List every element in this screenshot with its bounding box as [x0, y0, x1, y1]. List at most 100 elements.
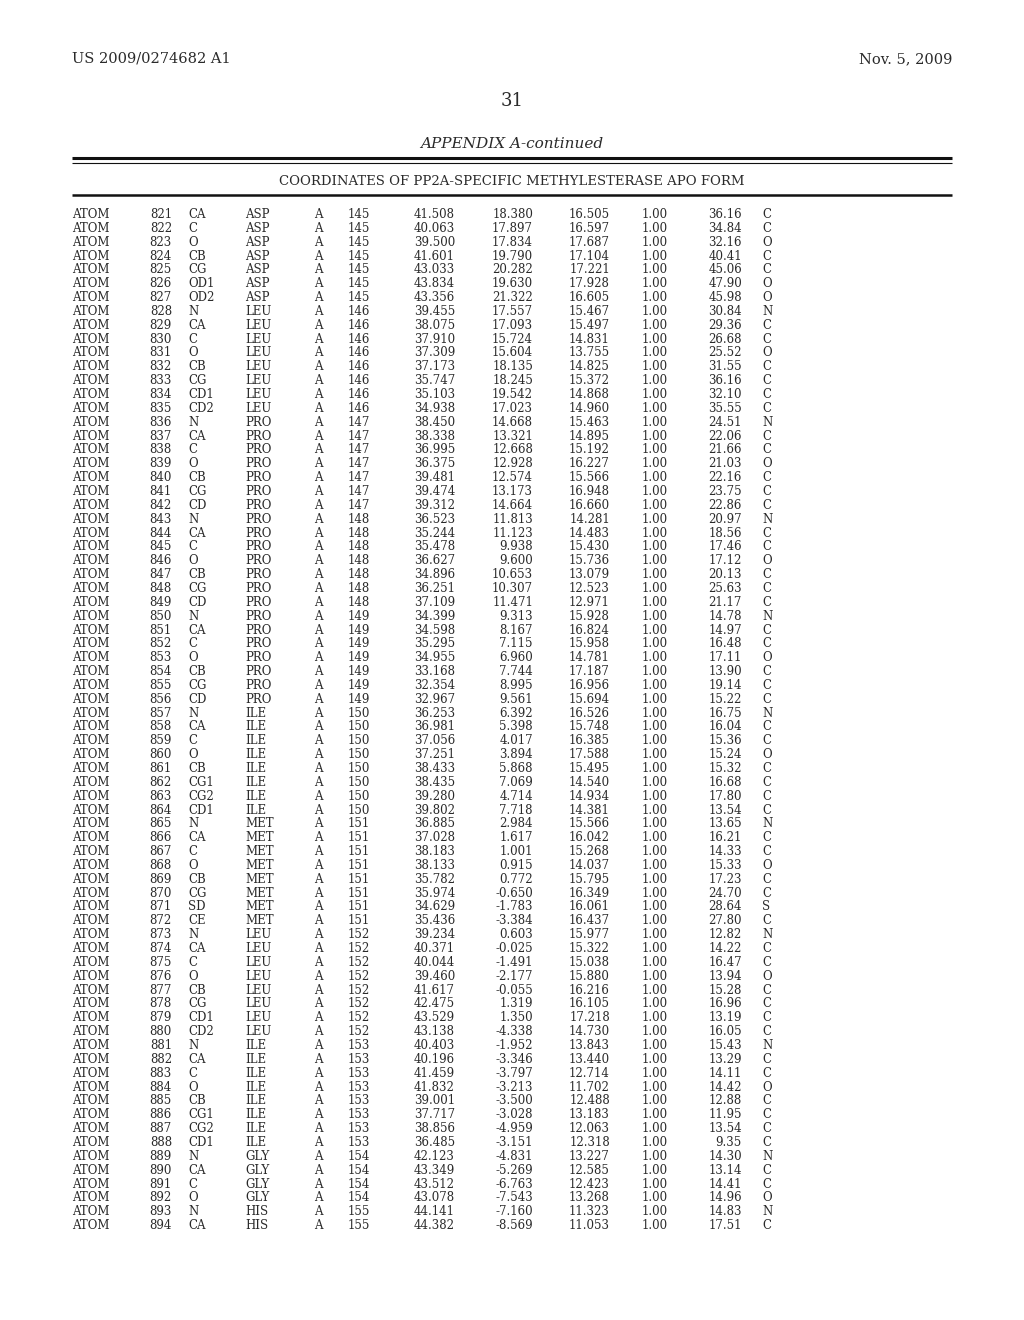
Text: C: C [762, 360, 771, 374]
Text: 32.10: 32.10 [709, 388, 742, 401]
Text: 38.433: 38.433 [414, 762, 455, 775]
Text: 844: 844 [150, 527, 172, 540]
Text: CD: CD [188, 693, 207, 706]
Text: A: A [313, 942, 323, 956]
Text: PRO: PRO [245, 429, 271, 442]
Text: CD2: CD2 [188, 1026, 214, 1038]
Text: 150: 150 [347, 748, 370, 762]
Text: 17.51: 17.51 [709, 1220, 742, 1232]
Text: 15.977: 15.977 [569, 928, 610, 941]
Text: ATOM: ATOM [72, 1053, 110, 1065]
Text: 148: 148 [348, 554, 370, 568]
Text: C: C [762, 568, 771, 581]
Text: O: O [762, 1192, 772, 1204]
Text: 1.350: 1.350 [500, 1011, 534, 1024]
Text: 145: 145 [347, 236, 370, 248]
Text: LEU: LEU [245, 970, 271, 983]
Text: 36.375: 36.375 [414, 457, 455, 470]
Text: 1.00: 1.00 [642, 1164, 668, 1176]
Text: A: A [313, 915, 323, 928]
Text: 1.00: 1.00 [642, 1137, 668, 1148]
Text: 16.349: 16.349 [569, 887, 610, 900]
Text: 39.802: 39.802 [414, 804, 455, 817]
Text: 9.938: 9.938 [500, 540, 534, 553]
Text: 828: 828 [150, 305, 172, 318]
Text: -1.952: -1.952 [496, 1039, 534, 1052]
Text: 17.557: 17.557 [492, 305, 534, 318]
Text: 1.00: 1.00 [642, 595, 668, 609]
Text: N: N [762, 416, 772, 429]
Text: A: A [313, 1122, 323, 1135]
Text: 16.061: 16.061 [569, 900, 610, 913]
Text: C: C [188, 1177, 197, 1191]
Text: 14.540: 14.540 [569, 776, 610, 789]
Text: 16.227: 16.227 [569, 457, 610, 470]
Text: GLY: GLY [245, 1150, 269, 1163]
Text: 28.64: 28.64 [709, 900, 742, 913]
Text: 1.00: 1.00 [642, 887, 668, 900]
Text: 1.00: 1.00 [642, 540, 668, 553]
Text: 30.84: 30.84 [709, 305, 742, 318]
Text: CA: CA [188, 721, 206, 734]
Text: 150: 150 [347, 706, 370, 719]
Text: A: A [313, 734, 323, 747]
Text: A: A [313, 1067, 323, 1080]
Text: C: C [188, 638, 197, 651]
Text: 39.481: 39.481 [414, 471, 455, 484]
Text: A: A [313, 346, 323, 359]
Text: A: A [313, 859, 323, 873]
Text: A: A [313, 401, 323, 414]
Text: C: C [762, 444, 771, 457]
Text: 851: 851 [150, 623, 172, 636]
Text: 13.183: 13.183 [569, 1109, 610, 1121]
Text: 836: 836 [150, 416, 172, 429]
Text: ATOM: ATOM [72, 416, 110, 429]
Text: PRO: PRO [245, 499, 271, 512]
Text: 1.00: 1.00 [642, 305, 668, 318]
Text: 147: 147 [347, 484, 370, 498]
Text: N: N [188, 706, 199, 719]
Text: 823: 823 [150, 236, 172, 248]
Text: 20.97: 20.97 [709, 512, 742, 525]
Text: C: C [762, 429, 771, 442]
Text: C: C [762, 983, 771, 997]
Text: A: A [313, 388, 323, 401]
Text: 14.281: 14.281 [569, 512, 610, 525]
Text: 1.00: 1.00 [642, 983, 668, 997]
Text: 17.897: 17.897 [492, 222, 534, 235]
Text: 1.00: 1.00 [642, 360, 668, 374]
Text: 21.322: 21.322 [493, 292, 534, 304]
Text: 12.574: 12.574 [492, 471, 534, 484]
Text: ATOM: ATOM [72, 305, 110, 318]
Text: 153: 153 [347, 1109, 370, 1121]
Text: A: A [313, 873, 323, 886]
Text: 35.782: 35.782 [414, 873, 455, 886]
Text: 40.196: 40.196 [414, 1053, 455, 1065]
Text: 1.00: 1.00 [642, 1192, 668, 1204]
Text: 15.566: 15.566 [569, 471, 610, 484]
Text: 35.436: 35.436 [414, 915, 455, 928]
Text: 41.459: 41.459 [414, 1067, 455, 1080]
Text: 15.36: 15.36 [709, 734, 742, 747]
Text: A: A [313, 817, 323, 830]
Text: 42.123: 42.123 [414, 1150, 455, 1163]
Text: A: A [313, 374, 323, 387]
Text: 149: 149 [347, 665, 370, 678]
Text: 1.00: 1.00 [642, 1177, 668, 1191]
Text: C: C [762, 1122, 771, 1135]
Text: LEU: LEU [245, 956, 271, 969]
Text: CD1: CD1 [188, 1137, 214, 1148]
Text: 839: 839 [150, 457, 172, 470]
Text: 40.371: 40.371 [414, 942, 455, 956]
Text: CD1: CD1 [188, 1011, 214, 1024]
Text: ATOM: ATOM [72, 832, 110, 845]
Text: 39.312: 39.312 [414, 499, 455, 512]
Text: 41.617: 41.617 [414, 983, 455, 997]
Text: 5.398: 5.398 [500, 721, 534, 734]
Text: 1.00: 1.00 [642, 292, 668, 304]
Text: 17.093: 17.093 [492, 319, 534, 331]
Text: C: C [762, 1026, 771, 1038]
Text: N: N [762, 817, 772, 830]
Text: 145: 145 [347, 249, 370, 263]
Text: C: C [762, 499, 771, 512]
